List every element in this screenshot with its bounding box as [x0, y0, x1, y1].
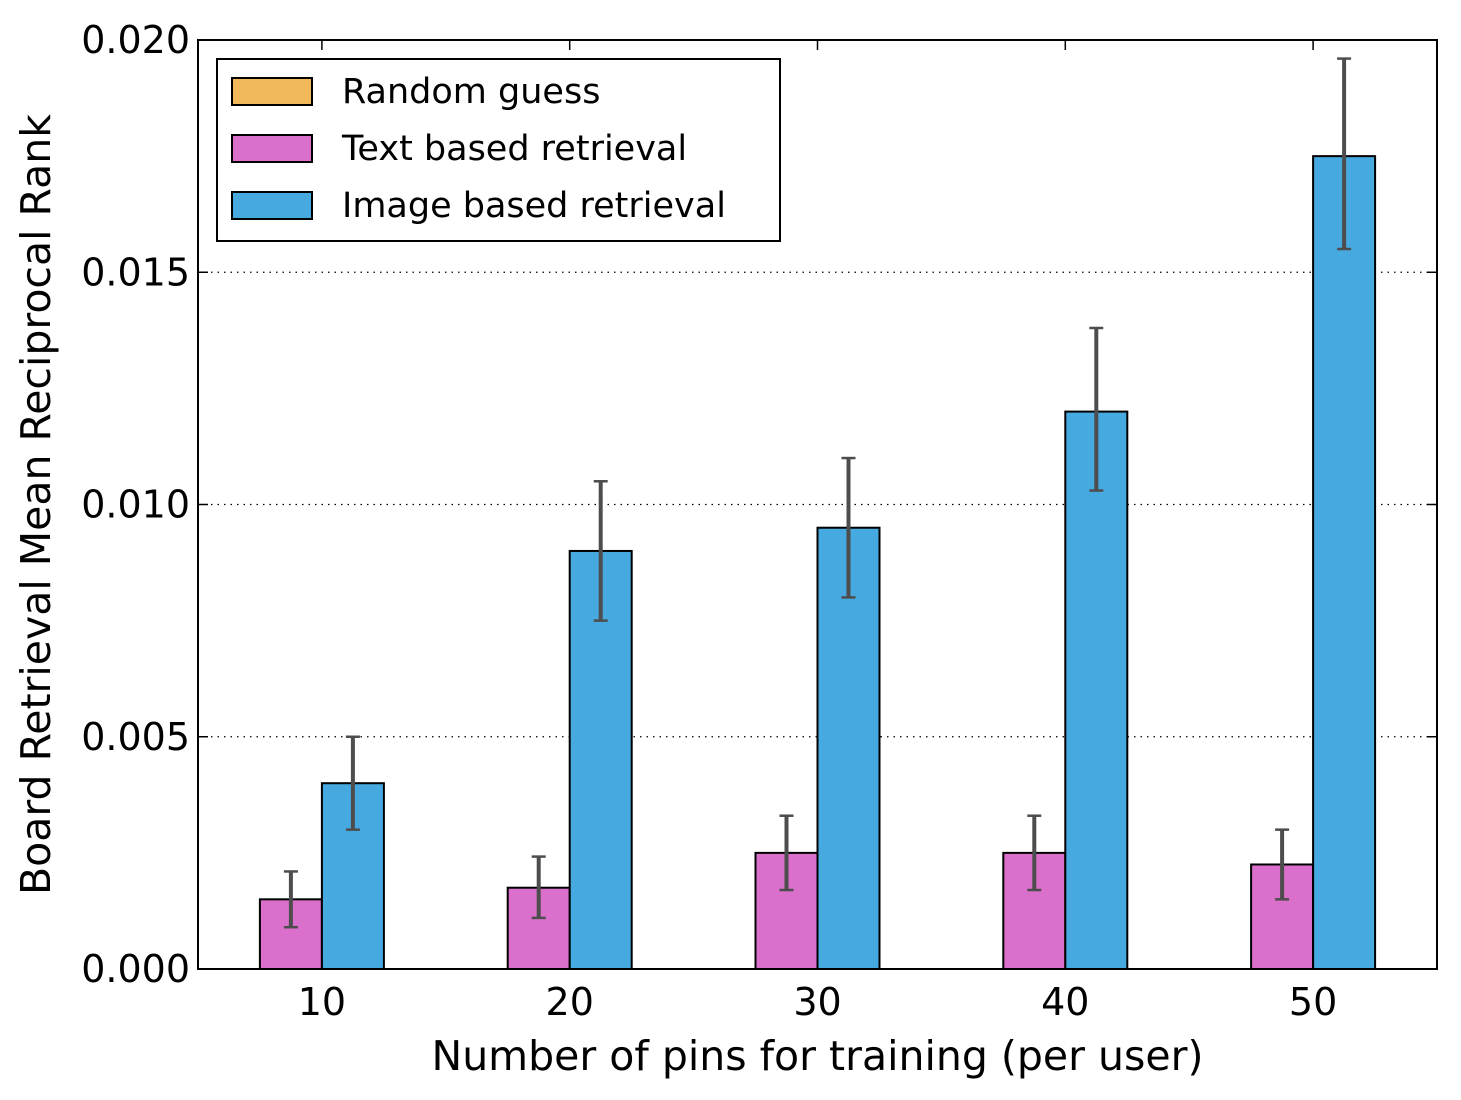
legend-swatch	[231, 134, 313, 163]
x-tick-labels: 10 20 30 40 50	[298, 980, 1338, 1024]
legend-label: Image based retrieval	[342, 186, 726, 226]
legend-swatch	[231, 191, 313, 220]
bar	[1064, 410, 1129, 971]
error-bar	[283, 870, 298, 929]
y-tick-labels: 0.000 0.005 0.010 0.015 0.020	[81, 18, 190, 991]
y-tick-label: 0.020	[81, 18, 190, 62]
error-bars	[283, 57, 1352, 929]
y-tick-label: 0.005	[81, 715, 190, 759]
error-bar	[779, 814, 794, 892]
y-axis-label: Board Retrieval Mean Reciprocal Rank	[12, 114, 60, 895]
error-bar	[1337, 57, 1352, 251]
x-tick-label: 50	[1289, 980, 1337, 1024]
x-tick-label: 10	[298, 980, 346, 1024]
error-bar	[1275, 828, 1290, 901]
x-tick-label: 40	[1041, 980, 1089, 1024]
y-tick-label: 0.000	[81, 947, 190, 991]
x-tick-label: 30	[793, 980, 841, 1024]
error-bar	[1027, 814, 1042, 892]
y-tick-label: 0.015	[81, 250, 190, 294]
legend-label: Random guess	[342, 72, 600, 112]
error-bar	[531, 855, 546, 920]
error-bar	[345, 735, 360, 831]
error-bar	[841, 456, 856, 599]
x-tick-label: 20	[546, 980, 594, 1024]
legend: Random guess Text based retrieval Image ba…	[216, 58, 781, 242]
bar	[816, 526, 881, 970]
error-bar	[593, 480, 608, 622]
legend-swatch	[231, 77, 313, 106]
error-bar	[1089, 326, 1104, 492]
bars	[197, 155, 1377, 971]
bar	[1312, 155, 1377, 970]
x-axis-label: Number of pins for training (per user)	[432, 1032, 1204, 1080]
legend-label: Text based retrieval	[341, 129, 687, 169]
ticks	[198, 39, 1437, 970]
y-tick-label: 0.010	[81, 483, 190, 527]
